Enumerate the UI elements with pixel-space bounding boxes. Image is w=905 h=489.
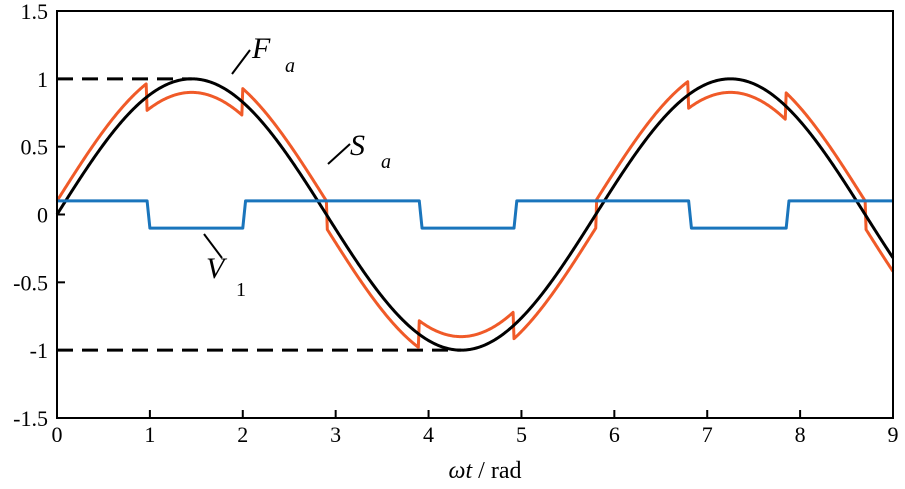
series-label-fa: F	[251, 32, 271, 65]
y-tick-label: -0.5	[13, 270, 48, 295]
y-tick-label: 0	[37, 203, 48, 228]
y-tick-label: 1.5	[21, 0, 49, 24]
series-label-sa: S	[350, 129, 365, 162]
x-tick-label: 3	[330, 422, 341, 447]
plot-frame	[56, 10, 894, 419]
x-axis-label: ωt / rad	[449, 458, 522, 484]
y-tick-label: -1.5	[13, 406, 48, 431]
series-label-sub-v1: 1	[236, 279, 246, 301]
leader-line-v1	[203, 233, 223, 259]
y-tick-label: -1	[30, 338, 48, 363]
axes-layer: 0 1 2 3 4 5 6 7 8 9 -1.5 -1 -0.5 0 0.5 1 1.5 ωt / rad	[13, 0, 898, 484]
x-tick-label: 4	[423, 422, 434, 447]
series-label-v1: V	[206, 252, 228, 285]
y-tick-label: 1	[37, 67, 48, 92]
series-line-sa	[55, 77, 895, 352]
x-tick-label: 2	[237, 422, 248, 447]
curve-labels: FaS aV1	[203, 32, 391, 301]
x-tick-label: 0	[52, 422, 63, 447]
x-tick-label: 8	[795, 422, 806, 447]
series-line-fa	[55, 80, 895, 349]
y-tick-label: 0.5	[21, 135, 49, 160]
x-tick-label: 6	[609, 422, 620, 447]
series-line-v1	[57, 199, 893, 230]
x-tick-label: 5	[516, 422, 527, 447]
series-label-sub-sa: a	[381, 151, 391, 173]
leader-line-sa	[327, 143, 351, 165]
series-label-sub-fa: a	[285, 55, 295, 77]
x-tick-label: 9	[888, 422, 899, 447]
series-layer	[55, 77, 895, 352]
x-tick-label: 1	[144, 422, 155, 447]
x-tick-label: 7	[702, 422, 713, 447]
leader-line-fa	[231, 49, 251, 75]
reference-lines	[57, 77, 462, 352]
